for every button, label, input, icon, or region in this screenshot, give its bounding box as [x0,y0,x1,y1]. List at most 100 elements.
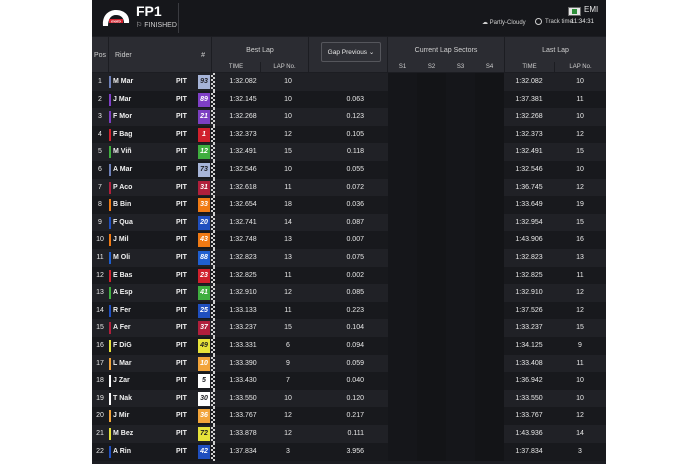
pit-status: PIT [176,254,187,261]
last-lap-time: 1:36.745 [515,183,543,191]
gap-previous-label: Gap Previous [327,49,368,56]
best-lap-time: 1:32.373 [229,130,257,138]
checkered-flag-icon [211,231,215,250]
team-color-bar [109,269,111,282]
gap-previous: 0.120 [346,394,364,402]
sector-4 [475,161,504,179]
team-color-bar [109,445,111,458]
sector-3 [446,73,475,91]
last-lap-number: 15 [576,148,584,156]
table-row[interactable]: 19 T Nak PIT 30 1:33.550 10 0.120 1:33.550 10 [92,389,606,408]
rider-number: 89 [198,92,210,107]
gap-previous: 0.040 [346,377,364,385]
sector-2 [417,231,446,250]
best-lap-time: 1:33.390 [229,359,257,367]
last-lap-number: 15 [576,218,584,226]
table-row[interactable]: 22 A Rin PIT 42 1:37.834 3 3.956 1:37.834 3 [92,442,606,461]
session-status: ⚐ FINISHED [136,22,177,29]
checkered-flag-icon [211,73,215,91]
table-row[interactable]: 4 F Bag PIT 1 1:32.373 12 0.105 1:32.373 12 [92,125,606,144]
table-row[interactable]: 15 A Fer PIT 37 1:33.237 15 0.104 1:33.237 15 [92,319,606,338]
best-lap-number: 10 [284,166,292,173]
sector-2 [417,108,446,127]
table-row[interactable]: 18 J Zar PIT 5 1:33.430 7 0.040 1:36.942 10 [92,372,606,391]
sector-4 [475,319,504,338]
sector-1 [388,178,417,197]
pit-status: PIT [176,342,187,349]
sector-2 [417,125,446,144]
table-row[interactable]: 13 A Esp PIT 41 1:32.910 12 0.085 1:32.910 12 [92,284,606,303]
team-color-bar [109,252,111,264]
table-row[interactable]: 16 F DiG PIT 49 1:33.331 6 0.094 1:34.125 9 [92,337,606,355]
sector-3 [446,143,475,162]
gap-previous: 3.956 [346,447,364,455]
table-row[interactable]: 10 J Mil PIT 43 1:32.748 13 0.007 1:43.906 16 [92,231,606,250]
sector-4 [475,442,504,461]
best-lap-number: 12 [284,289,292,297]
best-lap-time: 1:33.430 [229,377,257,385]
checkered-flag-icon [211,108,215,127]
sector-2 [417,161,446,179]
position: 11 [96,254,104,261]
sector-2 [417,249,446,267]
sector-2 [417,178,446,197]
sector-3 [446,178,475,197]
last-lap-time: 1:32.546 [515,166,543,173]
table-row[interactable]: 5 M Viñ PIT 12 1:32.491 15 0.118 1:32.491 15 [92,143,606,162]
sector-2 [417,337,446,355]
table-row[interactable]: 7 P Aco PIT 31 1:32.618 11 0.072 1:36.745 12 [92,178,606,197]
best-lap-number: 11 [284,183,292,191]
sector-2 [417,301,446,320]
rider-number: 88 [198,251,210,265]
last-lap-number: 12 [576,130,584,138]
table-row[interactable]: 11 M Oli PIT 88 1:32.823 13 0.075 1:32.823 13 [92,249,606,267]
gap-previous-dropdown[interactable]: Gap Previous ⌄ [321,42,381,62]
table-row[interactable]: 14 R Fer PIT 25 1:33.133 11 0.223 1:37.526 12 [92,301,606,320]
sector-2 [417,425,446,443]
team-color-bar [109,375,111,388]
rider-name: F Bag [113,130,133,138]
sector-2 [417,73,446,91]
col-s4: S4 [475,62,504,72]
sector-3 [446,231,475,250]
best-lap-number: 12 [284,430,292,437]
last-lap-time: 1:37.526 [515,306,543,314]
sector-3 [446,337,475,355]
table-row[interactable]: 8 B Bin PIT 33 1:32.654 18 0.036 1:33.649 19 [92,196,606,215]
gap-previous: 0.223 [346,306,364,314]
pit-status: PIT [176,412,187,420]
table-row[interactable]: 2 J Mar PIT 89 1:32.145 10 0.063 1:37.381 11 [92,90,606,109]
sector-3 [446,249,475,267]
last-lap-time: 1:37.381 [515,95,543,103]
sector-4 [475,90,504,109]
checkered-flag-icon [211,266,215,285]
last-lap-number: 13 [576,254,584,261]
checkered-flag-icon [211,125,215,144]
team-color-bar [109,340,111,352]
best-lap-number: 15 [284,324,292,332]
best-lap-time: 1:33.767 [229,412,257,420]
sector-4 [475,125,504,144]
team-color-bar [109,304,111,317]
table-row[interactable]: 17 L Mar PIT 10 1:33.390 9 0.059 1:33.408 11 [92,354,606,373]
table-row[interactable]: 12 E Bas PIT 23 1:32.825 11 0.002 1:32.825 11 [92,266,606,285]
table-row[interactable]: 3 F Mor PIT 21 1:32.268 10 0.123 1:32.268 10 [92,108,606,127]
table-row[interactable]: 9 F Qua PIT 20 1:32.741 14 0.087 1:32.954 15 [92,213,606,232]
sector-3 [446,108,475,127]
team-color-bar [109,216,111,229]
gap-previous [314,73,364,91]
table-row[interactable]: 20 J Mir PIT 36 1:33.767 12 0.217 1:33.767 12 [92,407,606,426]
table-row[interactable]: 21 M Bez PIT 72 1:33.878 12 0.111 1:43.936 14 [92,425,606,443]
rider-number: 1 [198,127,210,142]
sector-4 [475,231,504,250]
best-lap-number: 10 [284,78,292,85]
last-lap-number: 3 [578,447,582,455]
sector-3 [446,266,475,285]
checkered-flag-icon [211,337,215,355]
sector-3 [446,389,475,408]
gap-previous: 0.036 [346,201,364,209]
table-row[interactable]: 1 M Mar PIT 93 1:32.082 10 1:32.082 10 [92,73,606,91]
last-lap-time: 1:32.823 [515,254,543,261]
position: 14 [96,306,104,314]
table-row[interactable]: 6 A Mar PIT 73 1:32.546 10 0.055 1:32.546 10 [92,161,606,179]
